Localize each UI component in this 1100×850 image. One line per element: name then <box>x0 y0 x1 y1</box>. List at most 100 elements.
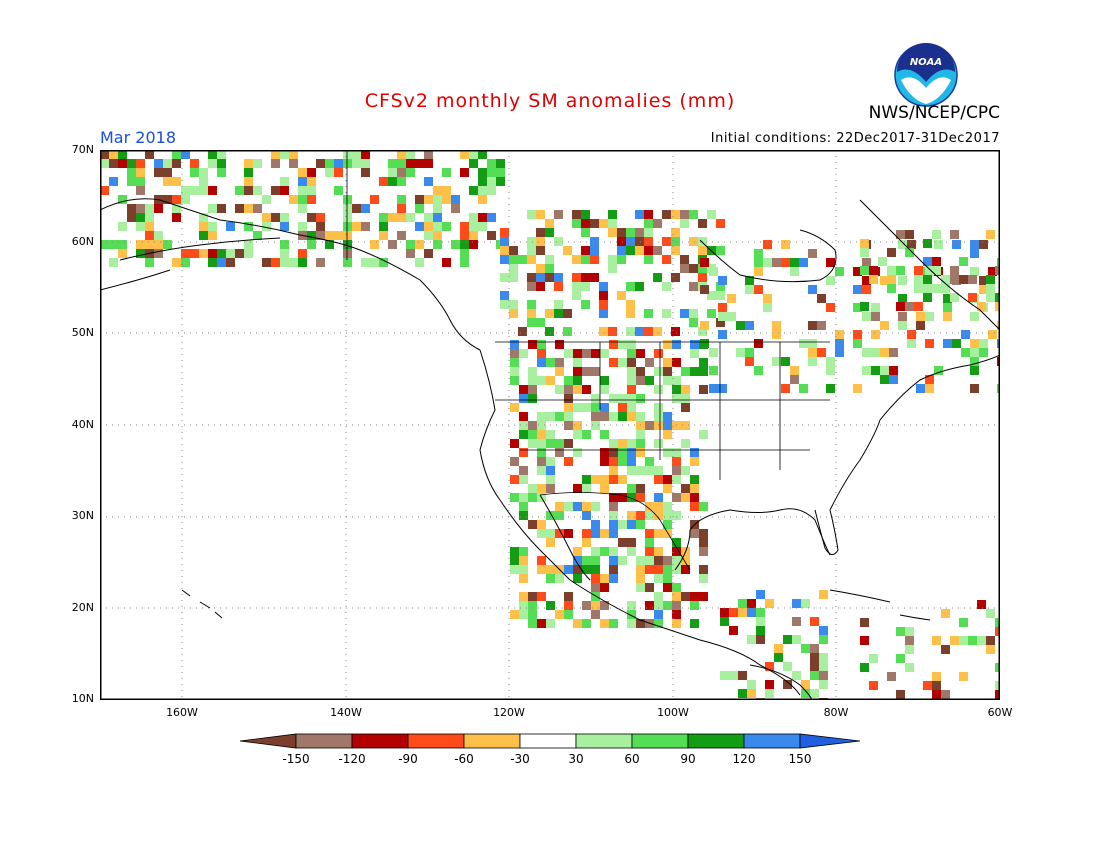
anomaly-cell <box>537 412 546 421</box>
anomaly-cell <box>217 159 226 168</box>
anomaly-cell <box>487 231 496 240</box>
anomaly-cell <box>663 520 672 529</box>
anomaly-cell <box>636 511 645 520</box>
anomaly-cell <box>799 339 808 348</box>
anomaly-cell <box>819 635 828 644</box>
anomaly-cell <box>995 618 1000 627</box>
anomaly-cell <box>600 448 609 457</box>
anomaly-cell <box>136 249 145 258</box>
anomaly-cell <box>518 255 527 264</box>
anomaly-cell <box>118 249 127 258</box>
anomaly-cell <box>537 421 546 430</box>
anomaly-cell <box>672 394 681 403</box>
anomaly-cell <box>961 330 970 339</box>
anomaly-cell <box>609 412 618 421</box>
anomaly-cell <box>905 645 914 654</box>
anomaly-cell <box>172 204 181 213</box>
anomaly-cell <box>617 228 626 237</box>
anomaly-cell <box>555 511 564 520</box>
anomaly-cell <box>527 210 536 219</box>
anomaly-cell <box>199 177 208 186</box>
anomaly-cell <box>528 376 537 385</box>
anomaly-cell <box>645 601 654 610</box>
anomaly-cell <box>298 204 307 213</box>
anomaly-cell <box>519 556 528 565</box>
anomaly-cell <box>136 177 145 186</box>
anomaly-cell <box>487 168 496 177</box>
anomaly-cell <box>880 276 889 285</box>
legend-swatch-30-60 <box>575 733 633 749</box>
anomaly-cell <box>754 249 763 258</box>
anomaly-cell <box>672 610 681 619</box>
anomaly-cell <box>582 619 591 628</box>
anomaly-cell <box>663 601 672 610</box>
anomaly-cell <box>860 302 869 311</box>
anomaly-cell <box>690 592 699 601</box>
anomaly-cell <box>609 619 618 628</box>
anomaly-cell <box>799 384 808 393</box>
anomaly-cell <box>645 511 654 520</box>
anomaly-cell <box>591 583 600 592</box>
anomaly-cell <box>747 635 756 644</box>
anomaly-cell <box>681 565 690 574</box>
anomaly-cell <box>644 228 653 237</box>
anomaly-cell <box>979 276 988 285</box>
anomaly-cell <box>253 204 262 213</box>
anomaly-cell <box>581 300 590 309</box>
anomaly-cell <box>690 448 699 457</box>
anomaly-cell <box>914 275 923 284</box>
anomaly-cell <box>537 448 546 457</box>
anomaly-cell <box>627 520 636 529</box>
anomaly-cell <box>424 150 433 159</box>
anomaly-cell <box>644 237 653 246</box>
anomaly-cell <box>510 340 519 349</box>
anomaly-cell <box>645 547 654 556</box>
anomaly-cell <box>510 457 519 466</box>
anomaly-cell <box>801 680 810 689</box>
anomaly-cell <box>932 266 941 275</box>
anomaly-cell <box>826 303 835 312</box>
anomaly-cell <box>172 195 181 204</box>
anomaly-cell <box>617 255 626 264</box>
legend-tick-label: 150 <box>788 752 812 766</box>
anomaly-cell <box>500 237 509 246</box>
anomaly-cell <box>896 230 905 239</box>
anomaly-cell <box>181 186 190 195</box>
anomaly-cell <box>986 293 995 302</box>
anomaly-cell <box>280 258 289 267</box>
legend-tick-label: -150 <box>282 752 310 766</box>
anomaly-cell <box>334 168 343 177</box>
anomaly-cell <box>370 240 379 249</box>
anomaly-cell <box>298 177 307 186</box>
anomaly-cell <box>699 430 708 439</box>
anomaly-cell <box>573 556 582 565</box>
anomaly-cell <box>154 231 163 240</box>
anomaly-cell <box>582 502 591 511</box>
anomaly-cell <box>154 159 163 168</box>
anomaly-cell <box>546 457 555 466</box>
anomaly-cell <box>154 168 163 177</box>
legend-swatch-120-150 <box>743 733 801 749</box>
anomaly-cell <box>244 240 253 249</box>
anomaly-cell <box>564 412 573 421</box>
anomaly-cell <box>970 240 979 249</box>
anomaly-cell <box>636 376 645 385</box>
anomaly-cell <box>609 358 618 367</box>
anomaly-cell <box>925 384 934 393</box>
anomaly-cell <box>754 339 763 348</box>
anomaly-cell <box>591 520 600 529</box>
anomaly-cell <box>690 475 699 484</box>
anomaly-cell <box>810 617 819 626</box>
anomaly-cell <box>537 457 546 466</box>
anomaly-cell <box>627 466 636 475</box>
anomaly-cell <box>536 237 545 246</box>
anomaly-cell <box>654 439 663 448</box>
anomaly-cell <box>654 511 663 520</box>
anomaly-cell <box>572 291 581 300</box>
anomaly-cell <box>582 601 591 610</box>
anomaly-cell <box>970 267 979 276</box>
anomaly-cell <box>853 339 862 348</box>
anomaly-cell <box>826 366 835 375</box>
anomaly-cell <box>172 177 181 186</box>
anomaly-cell <box>887 672 896 681</box>
